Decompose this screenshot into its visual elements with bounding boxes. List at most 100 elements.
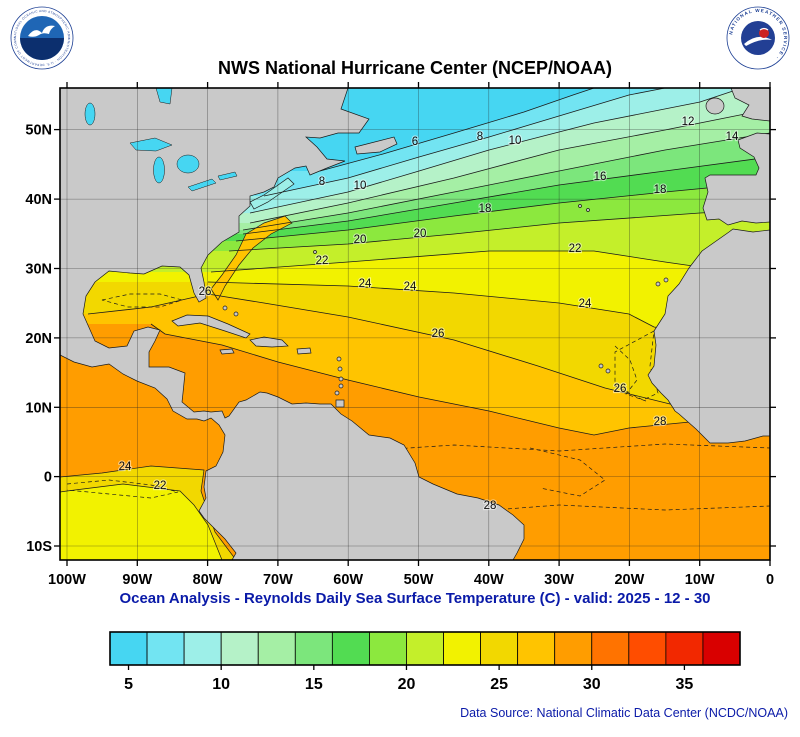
contour-label-26: 26 xyxy=(614,383,627,395)
contour-label-18: 18 xyxy=(654,184,667,196)
island-bahamas xyxy=(222,305,228,311)
lat-tick-label: 20N xyxy=(25,331,52,347)
lon-tick-label: 80W xyxy=(193,572,223,588)
lat-tick-label: 40N xyxy=(25,192,52,208)
contour-label-6: 6 xyxy=(412,136,418,148)
nws-logo: NATIONAL WEATHER SERVICE · xyxy=(726,6,790,70)
map-canvas: 6 8 8 10 10 12 14 16 18 18 20 20 22 22 24 24 24 26 26 26 28 2… xyxy=(60,88,770,560)
land-africa xyxy=(647,228,770,444)
contour-label-14: 14 xyxy=(726,131,739,143)
isotherm-16 xyxy=(242,156,770,235)
sst-filled-contours xyxy=(60,88,770,560)
lake-superior xyxy=(129,137,173,152)
colorbar-cell xyxy=(443,631,481,666)
dashed-contour xyxy=(529,447,606,497)
contour-label-24: 24 xyxy=(579,298,592,310)
colorbar-cell xyxy=(591,631,630,666)
contour-label-16: 16 xyxy=(594,171,607,183)
pacific-cool-22-outline xyxy=(60,483,223,560)
island-antilles xyxy=(337,366,343,372)
colorbar-cell xyxy=(183,631,222,666)
island-antilles xyxy=(334,390,340,396)
gulf-stream-warm-outline xyxy=(210,215,293,301)
island-cape-verde xyxy=(598,363,604,369)
isotherm-14 xyxy=(242,132,770,231)
map-caption: Ocean Analysis - Reynolds Daily Sea Surf… xyxy=(119,590,710,607)
page-title: NWS National Hurricane Center (NCEP/NOAA… xyxy=(218,58,612,78)
island-cape-verde xyxy=(605,368,611,374)
colorbar-cell xyxy=(369,631,407,666)
contour-label-24: 24 xyxy=(119,461,132,473)
contour-label-12: 12 xyxy=(682,116,695,128)
contour-label-20: 20 xyxy=(414,228,427,240)
lon-tick-label: 60W xyxy=(333,572,363,588)
colorbar-cell xyxy=(294,631,333,666)
james-bay xyxy=(155,88,173,105)
contour-label-10: 10 xyxy=(354,180,367,192)
axis-ticks xyxy=(54,82,776,566)
contour-label-24: 24 xyxy=(359,278,372,290)
pacific-cool-22 xyxy=(60,484,222,560)
colorbar-tick-label: 5 xyxy=(124,676,133,693)
isotherm-26 xyxy=(87,293,770,407)
colorbar-cell xyxy=(665,631,704,666)
isotherm-12 xyxy=(249,108,770,224)
colorbar-cell xyxy=(554,631,593,666)
nws-hurricane-icon xyxy=(759,28,769,38)
lat-tick-label: 50N xyxy=(25,123,52,139)
contour-label-26: 26 xyxy=(199,286,212,298)
lon-tick-label: 70W xyxy=(263,572,293,588)
colorbar-tick-label: 10 xyxy=(212,676,230,693)
land-france-iberia xyxy=(702,132,770,226)
lat-tick-label: 10S xyxy=(26,539,52,555)
isotherm-28 xyxy=(150,323,770,436)
colorbar-cell xyxy=(146,631,185,666)
lon-tick-label: 10W xyxy=(685,572,715,588)
colorbar-cell xyxy=(220,631,259,666)
colorbar: 5 10 15 20 25 30 35 xyxy=(109,631,741,693)
colorbar-tick-label: 20 xyxy=(398,676,416,693)
noaa-gull-icon xyxy=(28,25,55,37)
island-bahamas xyxy=(233,311,239,317)
latlon-grid xyxy=(60,88,770,560)
land-britain xyxy=(730,88,770,122)
colorbar-cell xyxy=(406,631,444,666)
geography xyxy=(60,88,770,560)
lat-tick-label: 10N xyxy=(25,400,52,416)
lake-winnipeg xyxy=(84,102,96,126)
lon-tick-label: 100W xyxy=(48,572,86,588)
nws-swoosh xyxy=(744,36,772,46)
shelf-cold-strip-outline xyxy=(249,177,295,210)
noaa-sea xyxy=(20,38,64,60)
upwelling-wedge xyxy=(615,331,658,400)
island-antilles xyxy=(338,383,344,389)
isotherm-18 xyxy=(235,181,770,242)
island-cuba xyxy=(171,314,251,339)
shelf-cold-strip xyxy=(250,178,294,209)
island-trinidad xyxy=(335,399,345,408)
island-canary xyxy=(663,277,669,283)
lat-tick-label: 30N xyxy=(25,262,52,278)
contour-label-8: 8 xyxy=(319,176,325,188)
nws-hurricane-tail xyxy=(759,27,769,31)
colorbar-cell xyxy=(517,631,556,666)
island-puerto-rico xyxy=(296,347,312,355)
contour-label-24: 24 xyxy=(404,281,417,293)
lake-ontario xyxy=(217,171,238,181)
island-jamaica xyxy=(219,348,235,355)
colorbar-cell xyxy=(109,631,148,666)
colorbar-cell xyxy=(628,631,667,666)
dashed-contour xyxy=(614,345,647,402)
noaa-logo: NATIONAL OCEANIC AND ATMOSPHERIC ADMINIS… xyxy=(9,3,74,70)
island-bermuda xyxy=(313,250,317,254)
lon-tick-label: 0 xyxy=(766,572,774,588)
map-frame xyxy=(59,87,771,561)
land-americas xyxy=(60,88,525,560)
colorbar-cell xyxy=(257,631,296,666)
dashed-contour xyxy=(101,293,184,308)
island-antilles xyxy=(336,356,342,362)
lon-tick-label: 20W xyxy=(614,572,644,588)
contour-label-28: 28 xyxy=(654,416,667,428)
colorbar-cell xyxy=(480,631,519,666)
